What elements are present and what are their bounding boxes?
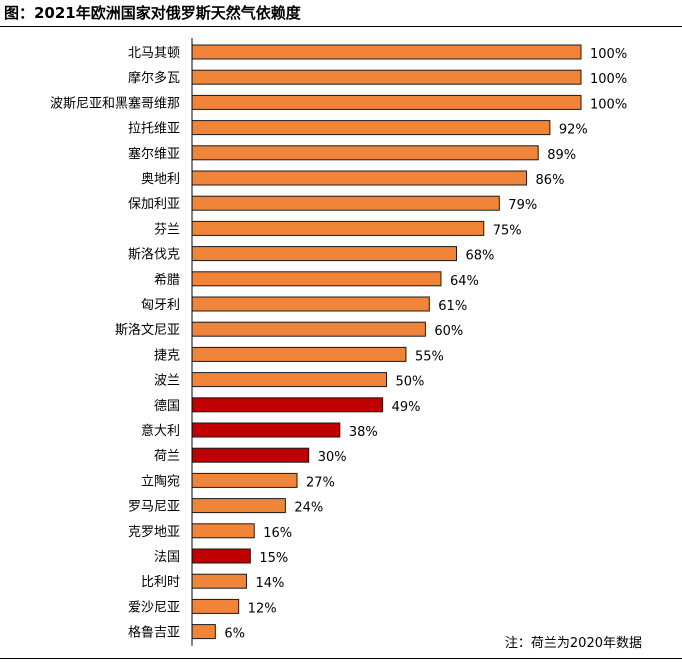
bar xyxy=(191,44,582,60)
bar xyxy=(191,120,551,136)
category-label: 波兰 xyxy=(154,374,180,389)
category-label: 荷兰 xyxy=(154,449,180,464)
data-label: 49% xyxy=(392,400,421,415)
data-label: 30% xyxy=(318,450,347,465)
category-label: 斯洛伐克 xyxy=(128,248,180,263)
category-label: 意大利 xyxy=(141,423,180,439)
data-label: 14% xyxy=(255,576,284,591)
bar xyxy=(191,548,251,564)
data-label: 92% xyxy=(559,123,588,138)
bar xyxy=(191,447,310,463)
category-label: 塞尔维亚 xyxy=(128,146,180,162)
category-label: 爱沙尼亚 xyxy=(128,600,180,615)
bar xyxy=(191,372,387,388)
data-labels: 100%100%100%92%89%86%79%75%68%64%61%60%5… xyxy=(224,47,627,642)
data-label: 55% xyxy=(415,349,444,364)
category-label: 德国 xyxy=(154,399,180,414)
category-label: 斯洛文尼亚 xyxy=(115,323,180,338)
title-divider xyxy=(0,26,682,27)
category-label: 格鲁吉亚 xyxy=(128,625,180,641)
data-label: 12% xyxy=(248,601,277,616)
category-label: 罗马尼亚 xyxy=(128,500,180,515)
category-label: 保加利亚 xyxy=(128,197,180,212)
category-label: 希腊 xyxy=(154,273,180,288)
data-label: 75% xyxy=(493,223,522,238)
category-label: 波斯尼亚和黑塞哥维那 xyxy=(50,95,180,111)
bar xyxy=(191,94,582,110)
data-label: 64% xyxy=(450,274,479,289)
category-label: 立陶宛 xyxy=(141,473,180,489)
data-label: 68% xyxy=(466,249,495,264)
bar xyxy=(191,145,539,161)
data-label: 6% xyxy=(224,627,245,642)
bars xyxy=(191,44,582,640)
data-label: 50% xyxy=(396,375,425,390)
bar xyxy=(191,69,582,85)
bar xyxy=(191,346,407,362)
data-label: 16% xyxy=(263,526,292,541)
data-label: 79% xyxy=(508,198,537,213)
category-label: 法国 xyxy=(154,550,180,565)
category-label: 芬兰 xyxy=(154,222,180,237)
bar xyxy=(191,498,286,514)
category-label: 拉托维亚 xyxy=(128,122,180,137)
data-label: 89% xyxy=(547,148,576,163)
bar xyxy=(191,422,341,438)
bar xyxy=(191,523,255,539)
bar xyxy=(191,472,298,488)
bar xyxy=(191,296,430,312)
data-label: 100% xyxy=(590,72,627,87)
category-labels: 北马其顿摩尔多瓦波斯尼亚和黑塞哥维那拉托维亚塞尔维亚奥地利保加利亚芬兰斯洛伐克希… xyxy=(50,46,180,641)
bottom-divider xyxy=(0,658,682,659)
bar xyxy=(191,246,458,262)
data-label: 60% xyxy=(434,324,463,339)
data-label: 61% xyxy=(438,299,467,314)
data-label: 15% xyxy=(259,551,288,566)
category-label: 北马其顿 xyxy=(128,46,180,61)
category-label: 匈牙利 xyxy=(141,298,180,313)
data-label: 86% xyxy=(536,173,565,188)
data-label: 100% xyxy=(590,97,627,112)
category-label: 摩尔多瓦 xyxy=(128,70,180,86)
category-label: 捷克 xyxy=(154,348,180,363)
chart-title: 图：2021年欧洲国家对俄罗斯天然气依赖度 xyxy=(4,4,301,22)
data-label: 38% xyxy=(349,425,378,440)
bar xyxy=(191,271,442,287)
bar xyxy=(191,573,247,589)
category-label: 克罗地亚 xyxy=(128,525,180,540)
footnote: 注：荷兰为2020年数据 xyxy=(504,636,642,651)
data-label: 24% xyxy=(294,501,323,516)
bar xyxy=(191,598,240,614)
category-label: 比利时 xyxy=(141,575,180,590)
bar xyxy=(191,624,216,640)
data-label: 27% xyxy=(306,475,335,490)
bar xyxy=(191,220,485,236)
bar xyxy=(191,195,500,211)
data-label: 100% xyxy=(590,47,627,62)
bar xyxy=(191,170,528,186)
bar xyxy=(191,321,426,337)
bar xyxy=(191,397,384,413)
category-label: 奥地利 xyxy=(141,172,180,187)
